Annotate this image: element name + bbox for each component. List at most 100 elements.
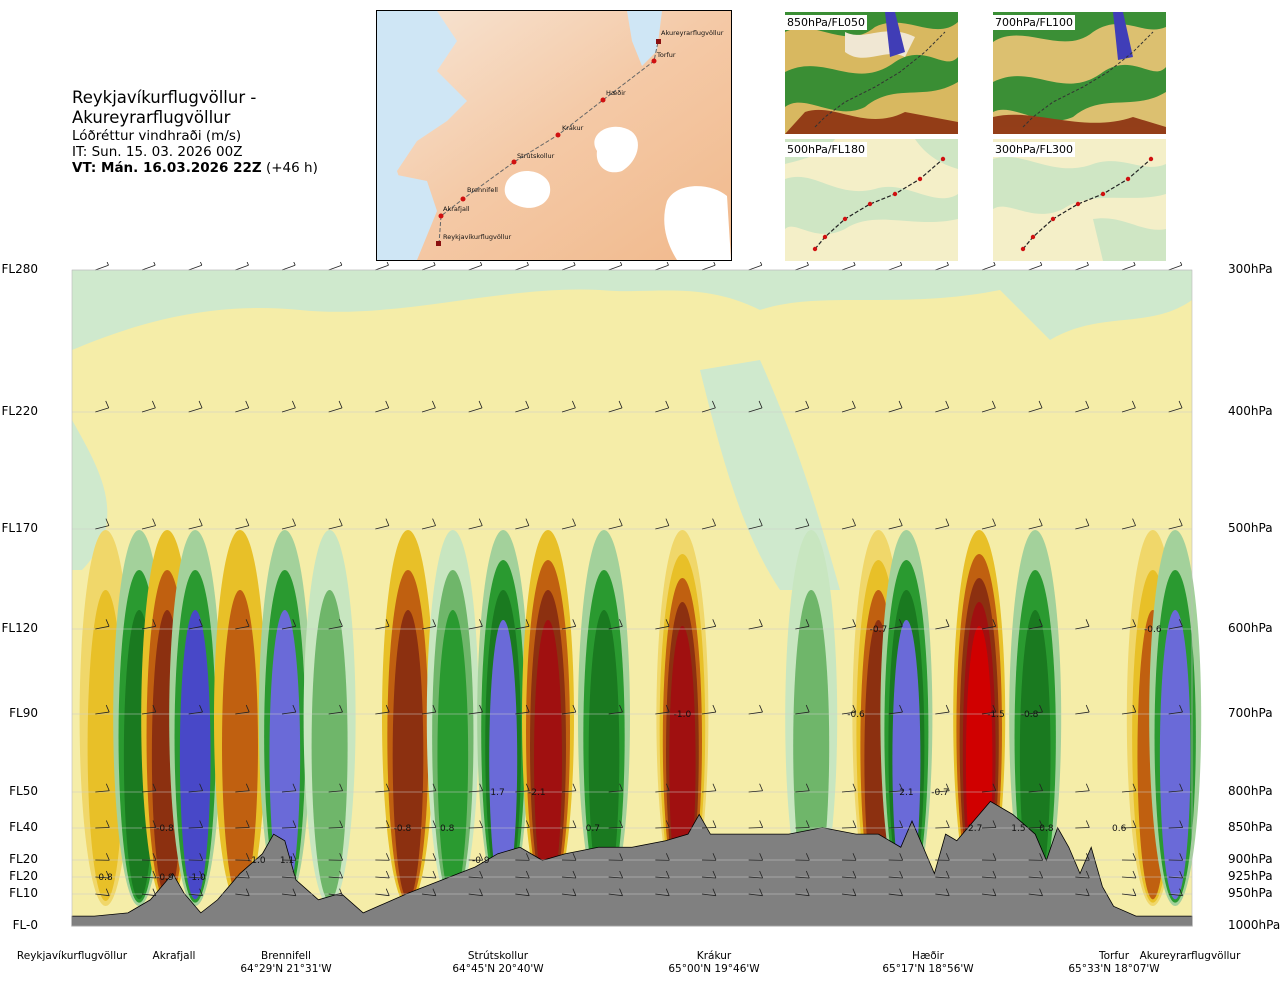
route-title: Reykjavíkurflugvöllur - Akureyrarflugvöl… (72, 88, 257, 127)
wind-barb-feather (572, 518, 576, 526)
wind-barb-feather (665, 870, 670, 879)
wind-barb (95, 876, 110, 879)
wind-barb-feather (945, 619, 950, 627)
wind-barb (935, 525, 950, 530)
wind-barb-feather (385, 888, 390, 896)
wind-barb-feather (758, 400, 763, 409)
wind-barb-feather (618, 258, 623, 266)
wind-barb (141, 625, 156, 630)
pressure-tick-label: 400hPa (1228, 404, 1273, 418)
wind-barb (95, 625, 110, 630)
wind-barb (515, 264, 529, 271)
wind-barb (935, 876, 950, 879)
wind-barb-feather (1085, 704, 1090, 713)
wind-barb-feather (105, 704, 110, 713)
wind-barb (515, 625, 530, 630)
wind-barb-feather (619, 888, 623, 896)
wind-barb (328, 893, 343, 897)
wind-barb (655, 625, 670, 630)
thumb-300hpa-label: 300hPa/FL300 (993, 142, 1076, 157)
pressure-tick-label: 300hPa (1228, 262, 1273, 276)
wind-barb (561, 893, 576, 897)
wind-barb-feather (152, 820, 157, 828)
wind-barb-feather (712, 783, 717, 791)
wind-barb-feather (105, 888, 110, 896)
wind-barb-feather (572, 619, 577, 627)
wind-barb (701, 625, 716, 630)
wind-barb-feather (992, 853, 997, 861)
velocity-cell (1159, 610, 1191, 900)
wind-barb (1075, 525, 1090, 530)
mid-green-patch (700, 360, 840, 590)
pressure-tick-label: 800hPa (1228, 784, 1273, 798)
wind-barb-feather (385, 820, 390, 828)
wind-barb-feather (852, 518, 856, 526)
wind-barb (141, 893, 156, 897)
wind-barb-feather (432, 400, 436, 409)
wind-barb (981, 525, 996, 530)
wind-barb (935, 893, 950, 897)
wind-barb (841, 525, 856, 530)
wind-barb-feather (245, 870, 250, 879)
wind-barb-feather (291, 258, 296, 266)
wind-barb (1028, 790, 1043, 793)
wind-barb (1028, 625, 1043, 630)
upper-green-band (72, 270, 1192, 350)
wind-barb-feather (898, 400, 903, 409)
wind-barb-feather (432, 783, 437, 791)
wind-barb-feather (525, 518, 530, 526)
wind-barb (1168, 407, 1183, 413)
wind-barb (1028, 407, 1043, 413)
wind-barb-feather (619, 870, 624, 879)
wind-barb-feather (619, 853, 624, 861)
location-label: Krákur 65°00'N 19°46'W (668, 950, 759, 976)
wind-barb-feather (199, 704, 203, 713)
velocity-cell (669, 626, 696, 898)
wind-barb (188, 625, 203, 630)
thumb-700hpa[interactable]: 700hPa/FL100 (993, 12, 1166, 134)
wind-barb (1121, 711, 1136, 715)
wind-barb-feather (805, 400, 810, 409)
wind-barb-feather (712, 888, 717, 896)
wind-barb (515, 876, 530, 879)
wind-barb-feather (199, 783, 203, 791)
wind-barb (1121, 893, 1136, 897)
wind-barb (795, 625, 810, 630)
wind-barb (421, 711, 436, 715)
pressure-tick-label: 950hPa (1228, 886, 1273, 900)
wind-barb (935, 711, 950, 715)
wind-barb-feather (852, 619, 857, 627)
wind-barb-feather (1085, 619, 1090, 627)
wind-barb-feather (292, 783, 297, 791)
wind-barb-feather (525, 619, 530, 627)
wind-barb (1075, 876, 1090, 879)
wind-barb-feather (292, 888, 297, 896)
wind-barb-feather (338, 518, 343, 526)
thumb-500hpa[interactable]: 500hPa/FL180 (785, 139, 958, 261)
plot-frame (71, 269, 1193, 927)
wind-barb (701, 711, 716, 715)
wind-barb-feather (245, 783, 250, 791)
location-coord: 64°29'N 21°31'W (240, 963, 332, 975)
wind-barb-feather (525, 853, 530, 861)
wind-barb (95, 790, 110, 793)
wind-barb (281, 790, 296, 793)
wind-barb-feather (338, 400, 343, 409)
thumb-300hpa[interactable]: 300hPa/FL300 (993, 139, 1166, 261)
thumb-850hpa[interactable]: 850hPa/FL050 (785, 12, 958, 134)
wind-barb-feather (479, 704, 483, 713)
wind-barb (235, 790, 250, 793)
wind-barb-feather (665, 400, 670, 409)
wind-barb-feather (1039, 783, 1043, 791)
wind-barb (1028, 264, 1042, 271)
wind-barb (935, 625, 950, 630)
wind-barb (515, 525, 530, 530)
wind-barb-feather (992, 619, 997, 627)
vertical-velocity-field (79, 530, 1202, 906)
wind-barb-feather (199, 853, 204, 861)
wind-barb-feather (1178, 258, 1183, 266)
wind-barb-feather (758, 258, 763, 266)
location-label: Akureyrarflugvöllur (1140, 950, 1241, 963)
wind-barb (421, 264, 436, 271)
wind-barb-feather (525, 400, 530, 409)
